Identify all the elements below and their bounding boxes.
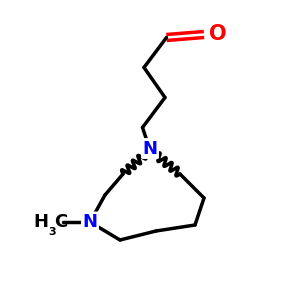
- Text: 3: 3: [48, 227, 56, 237]
- Text: H: H: [33, 213, 48, 231]
- Text: C: C: [55, 213, 68, 231]
- Text: O: O: [209, 25, 227, 44]
- Text: N: N: [82, 213, 98, 231]
- Text: N: N: [142, 140, 158, 158]
